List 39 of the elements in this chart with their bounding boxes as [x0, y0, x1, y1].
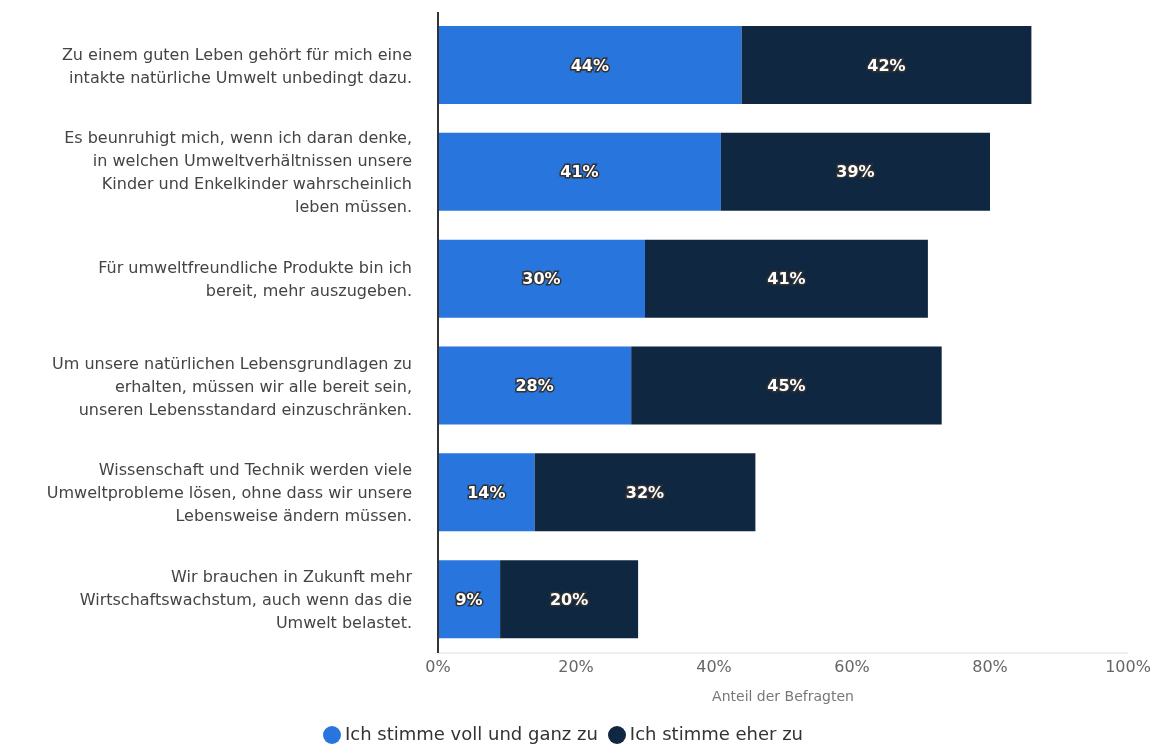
data-label: 42%: [867, 55, 906, 75]
bar: [741, 26, 1032, 104]
x-tick-label: 80%: [972, 657, 1008, 677]
x-tick-label: 20%: [558, 657, 594, 677]
legend-label: Ich stimme eher zu: [629, 723, 804, 744]
bar: [438, 560, 501, 639]
data-label: 44%: [570, 55, 609, 75]
x-tick-label: 60%: [834, 657, 870, 677]
data-label: 45%: [767, 376, 806, 396]
bar: [438, 346, 632, 425]
y-tick-label: Um unsere natürlichen Lebensgrundlagen zu erhalten, müssen wir alle bereit sein, unseren Lebensstandard einzuschränken.: [52, 353, 412, 419]
legend-label: Ich stimme voll und ganz zu: [344, 723, 598, 744]
data-label: 9%: [455, 589, 483, 609]
x-tick-label: 40%: [696, 657, 732, 677]
data-label: 39%: [836, 162, 875, 182]
x-tick-label: 100%: [1105, 657, 1151, 677]
bar: [500, 560, 639, 639]
y-tick-label: Zu einem guten Leben gehört für mich eine intakte natürliche Umwelt unbedingt dazu.: [61, 44, 412, 87]
data-label: 14%: [467, 482, 506, 502]
y-tick-label: Es beunruhigt mich, wenn ich daran denke, in welchen Umweltverhältnissen unsere Kinder und Enkelkinder wahrscheinlich leben müssen.: [64, 128, 412, 217]
data-label: 28%: [515, 376, 554, 396]
bar: [645, 239, 928, 318]
y-tick-label: Für umweltfreundliche Produkte bin ich bereit, mehr auszugeben.: [98, 258, 412, 301]
y-tick-label: Wir brauchen in Zukunft mehr Wirtschaftswachstum, auch wenn das die Umwelt belastet.: [79, 567, 413, 633]
data-label: 30%: [522, 269, 561, 289]
bar: [438, 239, 645, 318]
data-label: 32%: [625, 482, 665, 502]
bar: [534, 453, 756, 532]
bar: [720, 132, 990, 211]
data-label: 41%: [767, 269, 806, 289]
bar: [438, 132, 721, 211]
y-tick-label: Wissenschaft und Technik werden viele Umweltprobleme lösen, ohne dass wir unsere Lebensweise ändern müssen.: [46, 460, 412, 526]
x-tick-label: 0%: [425, 657, 451, 677]
bar: [438, 26, 742, 104]
data-label: 20%: [549, 589, 589, 609]
data-label: 41%: [560, 162, 599, 182]
bar: [631, 346, 942, 425]
bar: [438, 453, 535, 532]
x-axis-title: Anteil der Befragten: [712, 688, 854, 704]
